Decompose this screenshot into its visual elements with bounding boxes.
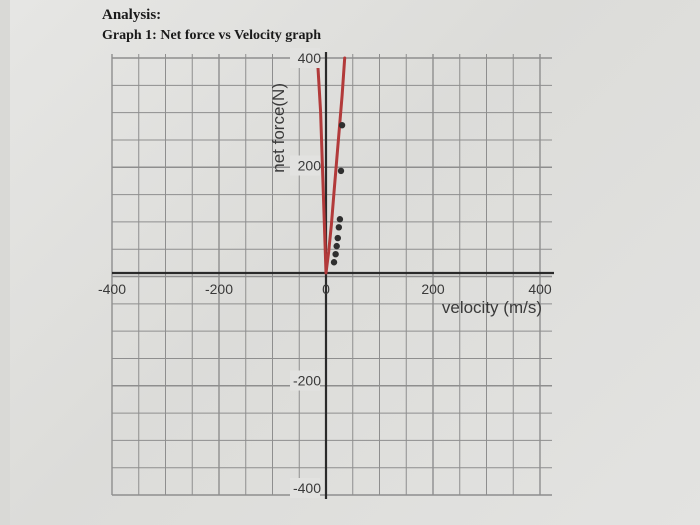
y-axis-label: net force(N) [269,83,288,173]
x-tick-label: 0 [322,281,330,297]
tick-labels: -400 -200 0 200 400 400 200 -200 -400 [98,48,552,498]
data-point [334,234,341,242]
y-tick-label: -400 [293,480,321,496]
data-point [338,121,346,129]
y-tick-label: 400 [298,50,322,66]
data-point [336,216,344,223]
x-tick-label: 200 [421,281,445,297]
x-axis-label: velocity (m/s) [442,298,542,317]
y-tick-label: 200 [298,158,322,174]
analysis-heading: Analysis: [102,7,162,23]
data-point [335,224,343,231]
data-point [330,259,338,266]
graph-caption: Graph 1: Net force vs Velocity graph [102,28,322,43]
x-tick-label: -200 [205,281,233,297]
fitted-curve-line [315,56,347,275]
data-point [333,242,340,250]
fitted-curve-layer [315,56,347,275]
x-tick-label: 400 [528,281,552,297]
worksheet-header: Analysis: Graph 1: Net force vs Velocity… [102,6,321,44]
y-tick-label-background [290,478,320,498]
worksheet-paper [10,0,700,525]
data-points [330,121,346,266]
x-tick-label: -400 [98,281,126,297]
y-tick-label-background [290,155,320,176]
data-point [332,250,339,258]
y-tick-label: -200 [293,373,321,389]
data-point [337,167,345,175]
chart-axes [112,52,554,499]
chart-grid [111,54,552,496]
y-tick-label-background [290,48,320,68]
y-tick-label-background [290,370,320,391]
